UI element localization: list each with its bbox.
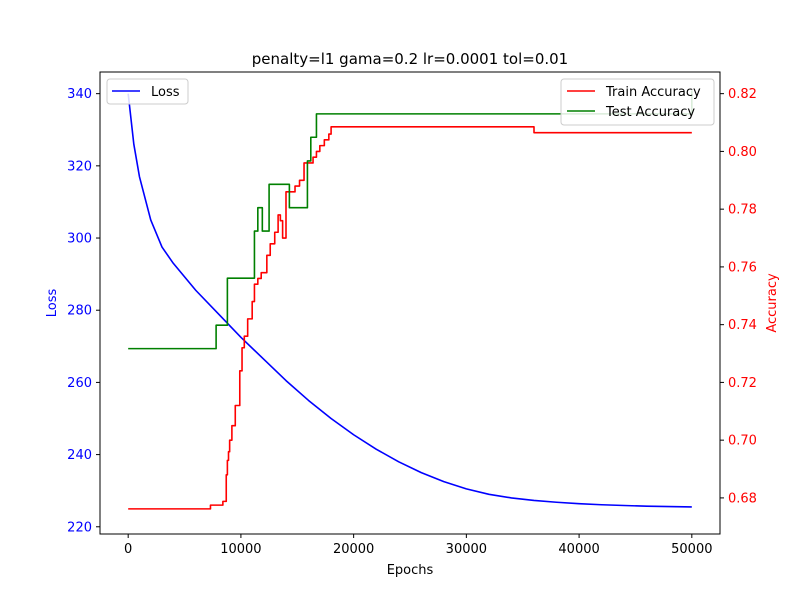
x-tick-label: 40000 bbox=[558, 542, 599, 557]
x-tick-label: 50000 bbox=[671, 542, 712, 557]
x-axis: 0 10000 20000 30000 40000 50000 bbox=[124, 534, 712, 557]
plot-frame bbox=[99, 71, 721, 535]
legend-test-label: Test Accuracy bbox=[605, 105, 695, 120]
x-tick-label: 10000 bbox=[220, 542, 261, 557]
y-left-tick-label: 340 bbox=[67, 87, 92, 102]
plot-lines bbox=[127, 90, 693, 510]
y-right-tick-label: 0.72 bbox=[728, 376, 757, 391]
legend-accuracy-box bbox=[560, 78, 715, 126]
train-accuracy-line bbox=[128, 126, 692, 510]
y-axis-left: 220 240 260 280 300 320 340 bbox=[67, 87, 100, 535]
y-left-tick-label: 280 bbox=[67, 304, 92, 319]
test-accuracy-line bbox=[128, 90, 693, 350]
y-right-tick-label: 0.68 bbox=[728, 491, 757, 506]
y-right-tick-label: 0.78 bbox=[728, 203, 757, 218]
legend-train-label: Train Accuracy bbox=[605, 85, 701, 100]
y-right-tick-label: 0.76 bbox=[728, 260, 757, 275]
y-right-tick-label: 0.74 bbox=[728, 318, 757, 333]
y-axis-left-label: Loss bbox=[45, 289, 60, 318]
y-axis-right-label: Accuracy bbox=[765, 273, 780, 333]
y-left-tick-label: 220 bbox=[67, 520, 92, 535]
y-axis-right: 0.68 0.70 0.72 0.74 0.76 0.78 0.80 0.82 bbox=[720, 87, 757, 506]
chart-title: penalty=l1 gama=0.2 lr=0.0001 tol=0.01 bbox=[252, 50, 568, 68]
y-left-tick-label: 320 bbox=[67, 159, 92, 174]
legend-loss-box bbox=[106, 78, 189, 105]
y-left-tick-label: 240 bbox=[67, 448, 92, 463]
y-right-tick-label: 0.70 bbox=[728, 434, 757, 449]
legend-loss: Loss bbox=[106, 78, 189, 105]
x-tick-label: 20000 bbox=[333, 542, 374, 557]
x-tick-label: 30000 bbox=[446, 542, 487, 557]
y-left-tick-label: 260 bbox=[67, 376, 92, 391]
y-left-tick-label: 300 bbox=[67, 232, 92, 247]
x-tick-label: 0 bbox=[124, 542, 132, 557]
legend-loss-label: Loss bbox=[151, 85, 180, 100]
x-axis-label: Epochs bbox=[387, 563, 434, 578]
y-right-tick-label: 0.80 bbox=[728, 145, 757, 160]
loss-line bbox=[127, 93, 692, 508]
legend-accuracy: Train Accuracy Test Accuracy bbox=[560, 78, 715, 126]
y-right-tick-label: 0.82 bbox=[728, 87, 757, 102]
